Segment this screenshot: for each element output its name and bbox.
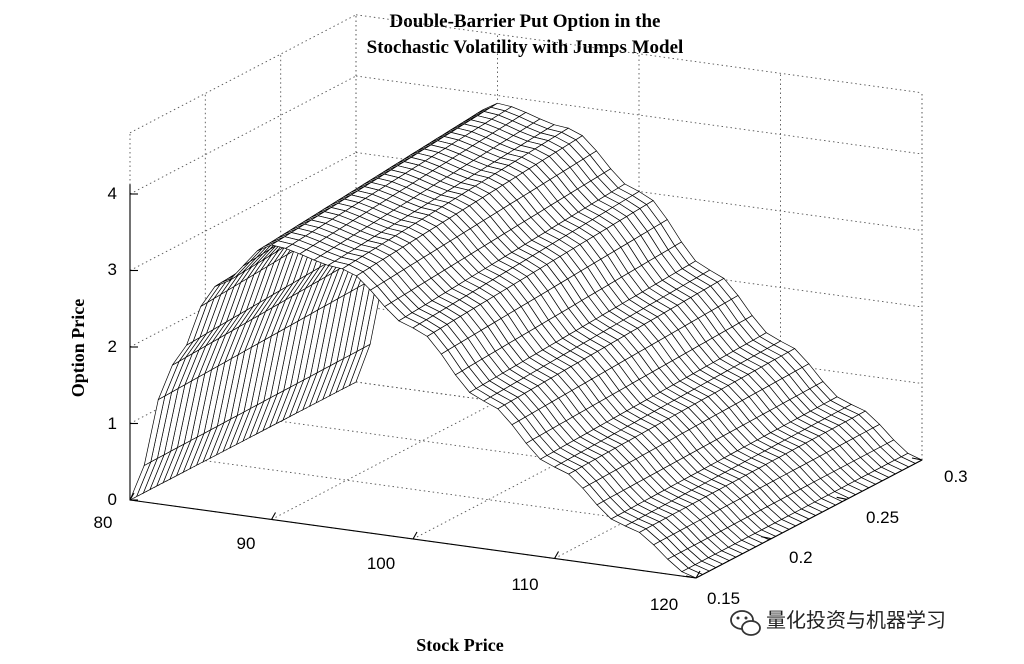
z-tick-label: 2 (108, 337, 117, 356)
x-tick-mark (554, 551, 559, 559)
y-axis-line (695, 459, 923, 579)
y-tick-mark (685, 575, 697, 579)
x-tick-label: 90 (237, 534, 256, 553)
x-tick-label: 120 (650, 595, 678, 614)
box-edge (355, 14, 923, 94)
x-tick-label: 100 (367, 554, 395, 573)
gridline (271, 401, 498, 520)
x-tick-mark (129, 492, 135, 501)
gridline (280, 420, 847, 500)
watermark-text: 量化投资与机器学习 (766, 608, 946, 632)
gridline (355, 75, 923, 155)
wechat-icon (730, 610, 761, 636)
y-tick-label: 0.25 (866, 508, 899, 527)
gridline (129, 75, 357, 195)
x-tick-mark (271, 512, 276, 520)
gridline (355, 381, 923, 461)
gridline (205, 460, 772, 540)
z-axis-title: Option Price (68, 299, 88, 397)
z-tick-label: 3 (108, 260, 117, 279)
x-axis-title: Stock Price (416, 635, 503, 655)
x-tick-label: 110 (511, 575, 538, 594)
box-edge (129, 14, 357, 134)
z-tick-label: 1 (108, 414, 117, 433)
z-tick-label: 0 (108, 490, 117, 509)
x-tick-label: 80 (94, 513, 113, 532)
z-tick-label: 4 (108, 184, 117, 203)
y-tick-label: 0.3 (944, 467, 968, 486)
y-tick-label: 0.2 (789, 548, 813, 567)
gridline (129, 152, 357, 271)
chart-title-line-1: Double-Barrier Put Option in the (390, 11, 661, 32)
watermark: 量化投资与机器学习 (730, 608, 946, 636)
axes (129, 184, 923, 579)
y-tick-label: 0.15 (707, 589, 740, 608)
x-tick-mark (412, 531, 418, 540)
x-tick-mark (695, 570, 701, 579)
surface-mesh (129, 102, 923, 579)
y-tick-mark (836, 496, 847, 500)
y-tick-mark (911, 457, 923, 461)
y-tick-mark (761, 536, 772, 540)
chart-title-line-2: Stochastic Volatility with Jumps Model (367, 37, 684, 58)
